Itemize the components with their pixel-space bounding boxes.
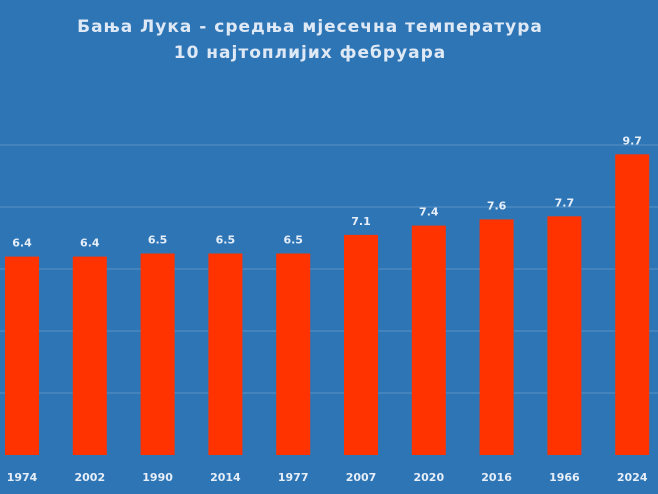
- data-label-1974: 6.4: [12, 237, 32, 250]
- bars: [5, 154, 650, 456]
- data-label-1990: 6.5: [148, 234, 168, 247]
- x-tick-label-1974: 1974: [7, 471, 38, 484]
- x-tick-label-2002: 2002: [74, 471, 105, 484]
- bar-2007: [344, 234, 378, 455]
- x-tick-label-2020: 2020: [413, 471, 444, 484]
- x-tick-label-2024: 2024: [617, 471, 648, 484]
- x-tick-label-1977: 1977: [278, 471, 309, 484]
- data-label-1966: 7.7: [555, 196, 575, 209]
- data-label-2020: 7.4: [419, 206, 439, 219]
- bar-2014: [208, 253, 243, 455]
- chart-title: Бања Лука - средња мјесечна температура: [77, 17, 543, 37]
- x-tick-label-2014: 2014: [210, 471, 241, 484]
- data-label-2002: 6.4: [80, 237, 100, 250]
- data-labels: 6.4 6.4 6.5 6.5 6.5 7.1 7.4 7.6 7.7 9.7: [12, 134, 642, 249]
- bar-1977: [276, 253, 311, 455]
- data-label-2014: 6.5: [216, 234, 236, 247]
- x-tick-label-1990: 1990: [142, 471, 173, 484]
- bar-2002: [72, 256, 107, 455]
- bar-1974: [5, 256, 39, 455]
- data-label-1977: 6.5: [283, 234, 303, 247]
- x-tick-label-1966: 1966: [549, 471, 580, 484]
- data-label-2016: 7.6: [487, 199, 507, 212]
- x-tick-label-2016: 2016: [481, 471, 512, 484]
- data-label-2007: 7.1: [351, 215, 371, 228]
- x-tick-label-2007: 2007: [346, 471, 377, 484]
- data-label-2024: 9.7: [622, 134, 642, 147]
- bar-2020: [411, 225, 446, 455]
- bar-1966: [547, 216, 582, 455]
- bar-1990: [140, 253, 175, 455]
- bar-2024: [615, 154, 650, 456]
- bar-2016: [479, 219, 514, 455]
- x-axis-tick-labels: 1974 2002 1990 2014 1977 2007 2020 2016 1966 2024: [7, 471, 648, 484]
- chart-subtitle: 10 најтоплијих фебруара: [174, 43, 447, 63]
